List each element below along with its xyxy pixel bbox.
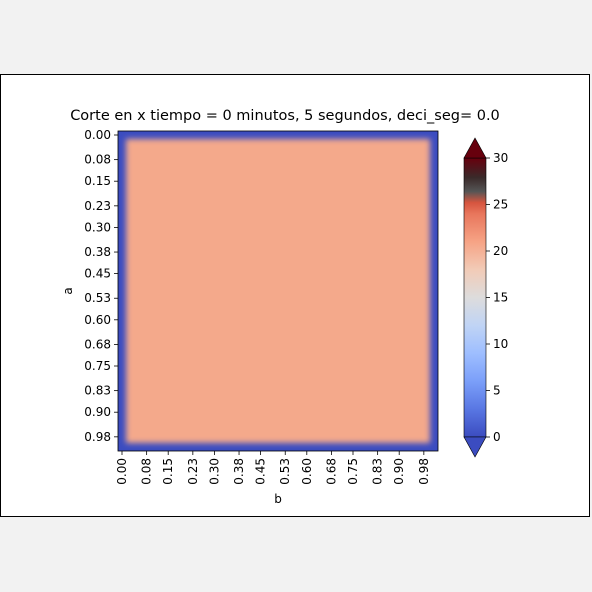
x-tick-label: 0.90 — [392, 458, 406, 485]
y-tick-label: 0.15 — [84, 174, 111, 188]
heatmap-plot-area — [118, 131, 438, 451]
colorbar-gradient — [464, 158, 486, 437]
y-tick-label: 0.75 — [84, 359, 111, 373]
heatmap-interior — [126, 139, 430, 443]
y-tick-label: 0.30 — [84, 220, 111, 234]
figure: Corte en x tiempo = 0 minutos, 5 segundo… — [0, 74, 590, 517]
x-tick-label: 0.08 — [140, 458, 154, 485]
y-tick-label: 0.00 — [84, 128, 111, 142]
colorbar-extend-under — [464, 437, 486, 457]
x-tick-label: 0.98 — [417, 458, 431, 485]
chart-title: Corte en x tiempo = 0 minutos, 5 segundo… — [70, 108, 500, 124]
x-tick-label: 0.53 — [278, 458, 292, 485]
x-tick-label: 0.83 — [371, 458, 385, 485]
y-tick-label: 0.90 — [84, 405, 111, 419]
y-axis-label: a — [61, 287, 75, 294]
x-tick-label: 0.38 — [232, 458, 246, 485]
y-tick-label: 0.83 — [84, 384, 111, 398]
y-tick-label: 0.68 — [84, 337, 111, 351]
x-axis-label: b — [274, 492, 282, 506]
heatmap-chart: Corte en x tiempo = 0 minutos, 5 segundo… — [1, 75, 589, 516]
x-tick-label: 0.68 — [324, 458, 338, 485]
y-tick-label: 0.98 — [84, 430, 111, 444]
y-tick-label: 0.08 — [84, 153, 111, 167]
x-tick-label: 0.75 — [346, 458, 360, 485]
colorbar-ticks: 0 5 10 15 20 25 30 — [486, 151, 508, 444]
x-tick-label: 0.15 — [161, 458, 175, 485]
y-tick-label: 0.38 — [84, 245, 111, 259]
colorbar-tick-label: 5 — [493, 384, 501, 398]
y-tick-label: 0.53 — [84, 291, 111, 305]
colorbar-tick-label: 30 — [493, 151, 508, 165]
y-tick-label: 0.60 — [84, 313, 111, 327]
x-tick-label: 0.00 — [115, 458, 129, 485]
y-axis: 0.00 0.08 0.15 0.23 0.30 0.38 0.45 0.53 0.60 0.68… — [84, 128, 118, 444]
x-tick-label: 0.23 — [186, 458, 200, 485]
colorbar-tick-label: 0 — [493, 430, 501, 444]
x-tick-label: 0.60 — [300, 458, 314, 485]
x-axis: 0.00 0.08 0.15 0.23 0.30 0.38 0.45 0.53 0.60 0.68… — [115, 451, 431, 485]
colorbar: 0 5 10 15 20 25 30 — [464, 138, 508, 457]
colorbar-tick-label: 20 — [493, 244, 508, 258]
colorbar-tick-label: 15 — [493, 291, 508, 305]
x-tick-label: 0.30 — [207, 458, 221, 485]
x-tick-label: 0.45 — [254, 458, 268, 485]
y-tick-label: 0.23 — [84, 199, 111, 213]
colorbar-tick-label: 25 — [493, 198, 508, 212]
colorbar-extend-over — [464, 138, 486, 158]
y-tick-label: 0.45 — [84, 267, 111, 281]
colorbar-tick-label: 10 — [493, 337, 508, 351]
